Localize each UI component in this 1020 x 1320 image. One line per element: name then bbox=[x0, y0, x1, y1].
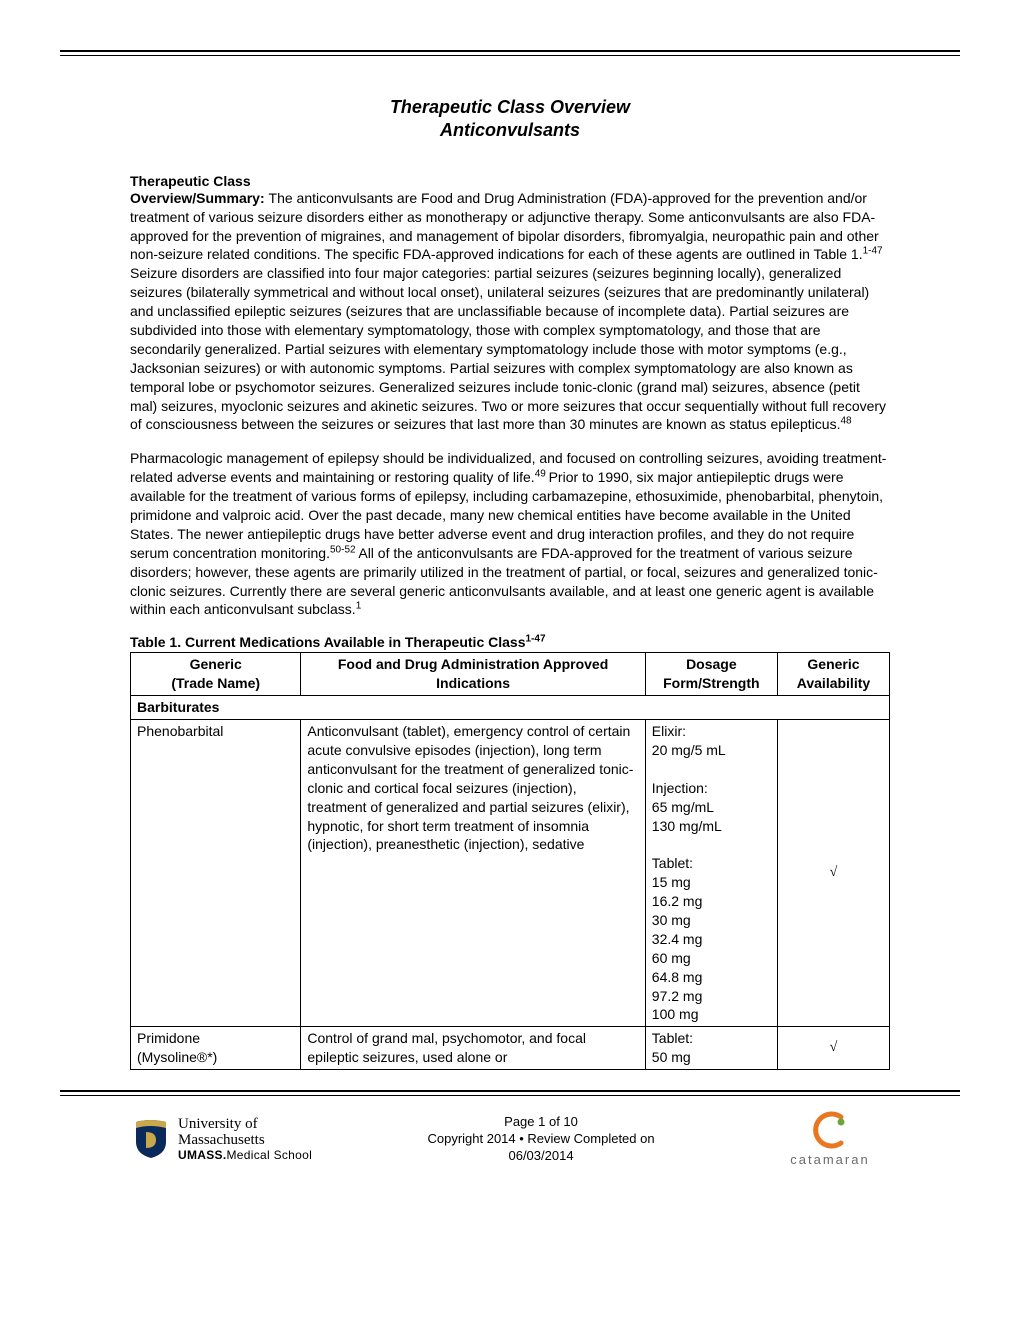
umass-logo-icon bbox=[130, 1118, 172, 1160]
catamaran-logo: catamaran bbox=[770, 1111, 890, 1167]
paragraph-1: Overview/Summary: The anticonvulsants ar… bbox=[130, 189, 890, 435]
table-caption-text: Table 1. Current Medications Available i… bbox=[130, 634, 525, 650]
umass-line1: University of bbox=[178, 1116, 312, 1133]
para1-b: Seizure disorders are classified into fo… bbox=[130, 265, 886, 432]
umass-logo: University of Massachusetts UMASS.Medica… bbox=[130, 1116, 312, 1162]
title-line-1: Therapeutic Class Overview bbox=[60, 96, 960, 119]
document-title: Therapeutic Class Overview Anticonvulsan… bbox=[60, 96, 960, 143]
cell-generic: Phenobarbital bbox=[131, 720, 301, 1027]
title-line-2: Anticonvulsants bbox=[60, 119, 960, 142]
umass-line2: Massachusetts bbox=[178, 1132, 312, 1149]
document-page: Therapeutic Class Overview Anticonvulsan… bbox=[0, 0, 1020, 1320]
para1-sup1: 1-47 bbox=[863, 246, 883, 257]
catamaran-logo-icon bbox=[811, 1111, 849, 1149]
cell-dosage: Elixir: 20 mg/5 mL Injection: 65 mg/mL 1… bbox=[645, 720, 777, 1027]
paragraph-2: Pharmacologic management of epilepsy sho… bbox=[130, 449, 890, 619]
table-subclass-row: Barbiturates bbox=[131, 696, 890, 720]
cell-availability: √ bbox=[777, 1027, 889, 1070]
th-availability: Generic Availability bbox=[777, 653, 889, 696]
top-rule bbox=[60, 50, 960, 56]
page-footer: University of Massachusetts UMASS.Medica… bbox=[130, 1111, 890, 1167]
table-header-row: Generic (Trade Name) Food and Drug Admin… bbox=[131, 653, 890, 696]
cell-availability: √ bbox=[777, 720, 889, 1027]
catamaran-text: catamaran bbox=[770, 1152, 890, 1167]
table-caption-sup: 1-47 bbox=[525, 634, 545, 645]
copyright-line: Copyright 2014 • Review Completed on bbox=[312, 1131, 770, 1148]
bottom-rule bbox=[60, 1090, 960, 1096]
para2-sup3: 1 bbox=[356, 601, 362, 612]
footer-center: Page 1 of 10 Copyright 2014 • Review Com… bbox=[312, 1114, 770, 1165]
para2-sup1: 49 bbox=[535, 469, 549, 480]
th-indications: Food and Drug Administration Approved In… bbox=[301, 653, 645, 696]
review-date: 06/03/2014 bbox=[312, 1148, 770, 1165]
th-avail-b: Availability bbox=[797, 675, 870, 691]
cell-indications: Control of grand mal, psychomotor, and f… bbox=[301, 1027, 645, 1070]
cell-dosage: Tablet: 50 mg bbox=[645, 1027, 777, 1070]
th-generic-b: (Trade Name) bbox=[171, 675, 260, 691]
table-caption: Table 1. Current Medications Available i… bbox=[130, 634, 890, 650]
th-dosage-b: Form/Strength bbox=[663, 675, 759, 691]
cell-indications: Anticonvulsant (tablet), emergency contr… bbox=[301, 720, 645, 1027]
th-dosage: Dosage Form/Strength bbox=[645, 653, 777, 696]
table-row: Primidone (Mysoline®*) Control of grand … bbox=[131, 1027, 890, 1070]
medications-table: Generic (Trade Name) Food and Drug Admin… bbox=[130, 652, 890, 1070]
section-heading: Therapeutic Class bbox=[130, 173, 960, 189]
th-dosage-a: Dosage bbox=[686, 656, 737, 672]
subclass-barbiturates: Barbiturates bbox=[131, 696, 890, 720]
umass-line3: UMASS.Medical School bbox=[178, 1149, 312, 1162]
th-avail-a: Generic bbox=[807, 656, 859, 672]
th-indic-b: Indications bbox=[436, 675, 510, 691]
para1-sup2: 48 bbox=[841, 416, 852, 427]
page-number: Page 1 of 10 bbox=[312, 1114, 770, 1131]
umass-school: Medical School bbox=[226, 1148, 312, 1162]
table-row: Phenobarbital Anticonvulsant (tablet), e… bbox=[131, 720, 890, 1027]
para1-lead: Overview/Summary: bbox=[130, 190, 269, 206]
th-generic-a: Generic bbox=[190, 656, 242, 672]
cell-generic: Primidone (Mysoline®*) bbox=[131, 1027, 301, 1070]
umass-bold: UMASS. bbox=[178, 1148, 226, 1162]
th-indic-a: Food and Drug Administration Approved bbox=[338, 656, 608, 672]
umass-logo-text: University of Massachusetts UMASS.Medica… bbox=[178, 1116, 312, 1162]
th-generic: Generic (Trade Name) bbox=[131, 653, 301, 696]
para2-sup2: 50-52 bbox=[330, 544, 358, 555]
